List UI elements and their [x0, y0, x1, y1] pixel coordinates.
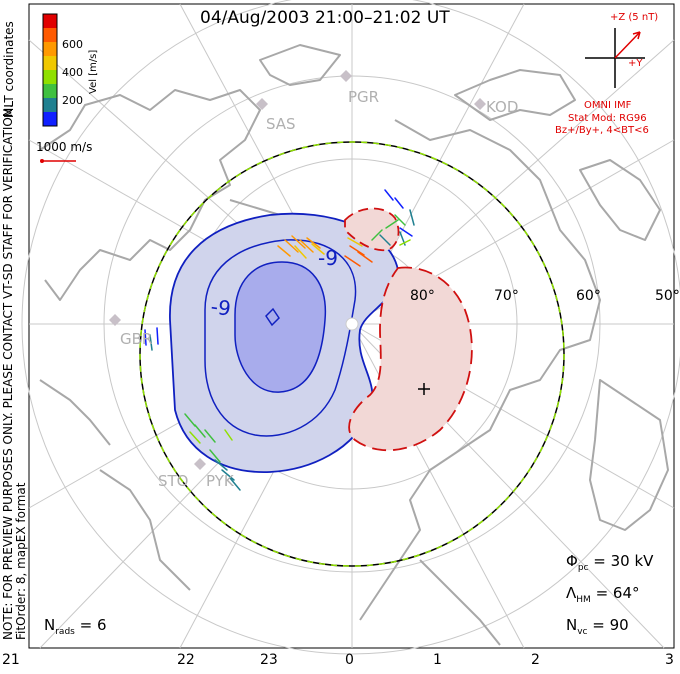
- negative-core: [234, 261, 327, 393]
- stat-nrads-value: = 6: [79, 616, 107, 634]
- stat-phi-value: = 30 kV: [593, 552, 654, 570]
- stat-n-rads: Nrads = 6: [44, 616, 107, 637]
- color-scale-unit: Vel [m/s]: [88, 49, 99, 94]
- mlt-tick-2: 2: [531, 652, 540, 668]
- color-scale-tick-400: 400: [62, 66, 83, 79]
- mlt-tick-22: 22: [177, 652, 195, 668]
- preview-note-line2: FitOrder: 8, mapEX format: [14, 482, 28, 640]
- stat-nrads-symbol: Nrads: [44, 616, 75, 637]
- contour-label-top: -9: [318, 246, 338, 270]
- positive-potential-cell: [348, 266, 473, 452]
- station-kod: KOD: [486, 98, 519, 116]
- mlt-tick-3: 3: [665, 652, 674, 668]
- mlt-tick-0: 0: [345, 652, 354, 668]
- mlt-tick-21: 21: [2, 652, 20, 668]
- station-markers: [109, 70, 486, 470]
- preview-note: NOTE: FOR PREVIEW PURPOSES ONLY. PLEASE …: [1, 104, 28, 640]
- stat-nvc-symbol: Nvc: [566, 616, 588, 637]
- stat-phi-symbol: Φpc: [566, 552, 589, 573]
- color-scale-tick-200: 200: [62, 94, 83, 107]
- stat-lambda-symbol: ΛHM: [566, 584, 591, 605]
- station-pyk: PYK: [206, 472, 234, 490]
- negative-min-marker: [265, 307, 280, 327]
- stat-phi-pc: Φpc = 30 kV: [566, 552, 653, 573]
- vector-scale-label: 1000 m/s: [36, 140, 93, 154]
- imf-stat-mod: Stat Mod: RG96: [568, 113, 647, 124]
- imf-z-label: +Z (5 nT): [610, 12, 659, 23]
- latitude-label-60: 60°: [576, 288, 601, 304]
- positive-max-marker: [418, 383, 430, 395]
- station-sto: STO: [158, 472, 189, 490]
- stat-nvc-value: = 90: [592, 616, 629, 634]
- plot-title: 04/Aug/2003 21:00–21:02 UT: [200, 8, 450, 28]
- latitude-label-80: 80°: [410, 288, 435, 304]
- pole-marker: [345, 317, 359, 331]
- station-sas: SAS: [266, 115, 296, 133]
- imf-source: OMNI IMF: [584, 100, 632, 111]
- negative-contour-2: [204, 239, 357, 437]
- color-scale-bar: [42, 13, 58, 127]
- imf-conditions: Bz+/By+, 4<BT<6: [555, 125, 649, 136]
- vector-scale-arrow: [40, 159, 76, 163]
- imf-clock: [585, 28, 645, 88]
- velocity-vectors: [144, 189, 415, 491]
- contour-label-left: -9: [209, 294, 232, 321]
- latitude-label-50: 50°: [655, 288, 680, 304]
- mlt-tick-23: 23: [260, 652, 278, 668]
- mlt-tick-1: 1: [433, 652, 442, 668]
- station-pgr: PGR: [348, 88, 380, 106]
- stat-lambda-hm: ΛHM = 64°: [566, 584, 640, 605]
- station-gbr: GBR: [120, 330, 153, 348]
- color-scale-tick-600: 600: [62, 38, 83, 51]
- stat-n-vc: Nvc = 90: [566, 616, 629, 637]
- boundary-circle-dash: [139, 141, 565, 567]
- stat-lambda-value: = 64°: [595, 584, 640, 602]
- latitude-label-70: 70°: [494, 288, 519, 304]
- imf-y-label: +Y: [628, 58, 643, 69]
